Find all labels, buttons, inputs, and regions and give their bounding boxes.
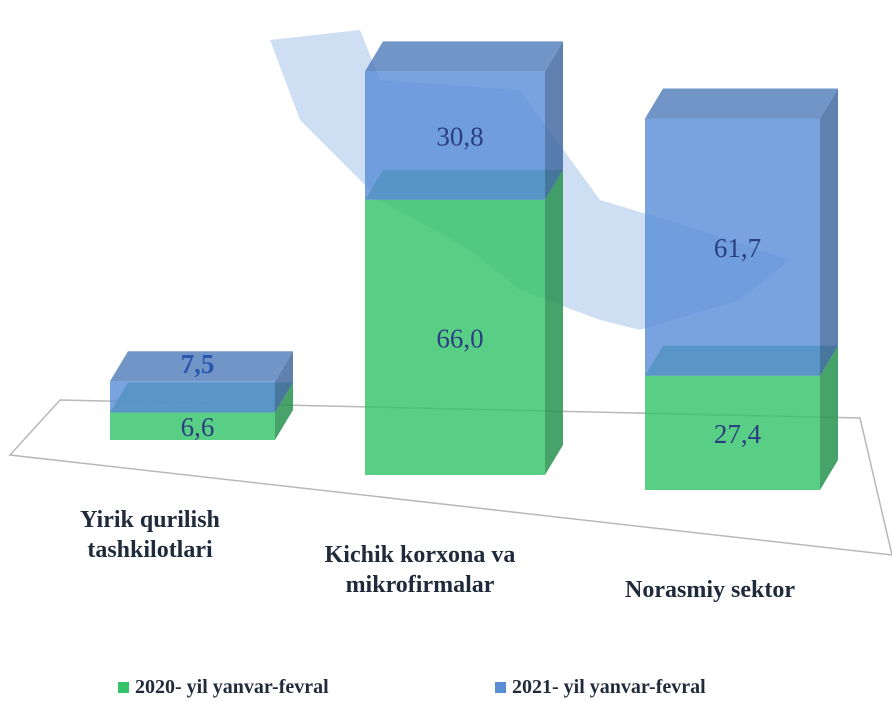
bar-segment	[645, 118, 820, 376]
bar-segment	[110, 381, 275, 413]
value-label: 66,0	[436, 323, 483, 353]
bar-top	[365, 41, 563, 72]
value-label: 6,6	[181, 412, 215, 442]
bar-side	[820, 88, 838, 376]
bar-segment	[365, 199, 545, 475]
bar-segment	[645, 375, 820, 490]
bar-top	[110, 351, 293, 382]
value-label: 7,5	[181, 349, 215, 379]
bar-side	[275, 351, 293, 413]
category-label: Norasmiy sektor	[625, 577, 795, 603]
category-label: Yirik qurilish tashkilotlari	[80, 507, 220, 563]
bar-side	[545, 169, 563, 475]
bar-segment	[110, 412, 275, 440]
value-label: 27,4	[714, 419, 762, 449]
bar-top	[645, 88, 838, 119]
floor	[8, 399, 892, 556]
value-label: 61,7	[714, 233, 761, 263]
legend-item: 2020- yil yanvar-fevral	[118, 676, 329, 699]
bar-side	[275, 382, 293, 440]
legend-item: 2021- yil yanvar-fevral	[495, 676, 706, 699]
legend-swatch	[118, 682, 129, 693]
bar-side	[820, 345, 838, 490]
bar-side	[545, 41, 563, 200]
category-label: Kichik korxona va mikrofirmalar	[324, 542, 516, 598]
legend-label: 2020- yil yanvar-fevral	[135, 676, 329, 698]
legend-swatch	[495, 682, 506, 693]
value-label: 30,8	[436, 122, 483, 152]
legend-label: 2021- yil yanvar-fevral	[512, 676, 706, 698]
bar-segment	[365, 71, 545, 200]
